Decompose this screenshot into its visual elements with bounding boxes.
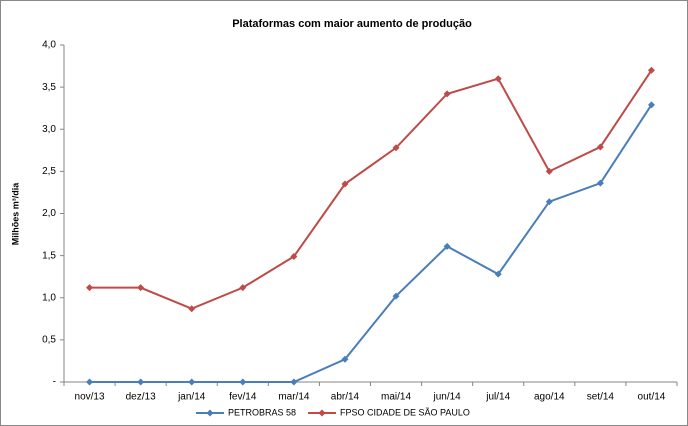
x-tick-label: abr/14 xyxy=(331,392,360,403)
point xyxy=(494,270,502,278)
point xyxy=(239,378,247,386)
x-tick-label: mar/14 xyxy=(278,392,310,403)
x-tick-label: jul/14 xyxy=(485,392,510,403)
x-tick-label: set/14 xyxy=(587,392,615,403)
point xyxy=(86,284,94,292)
y-tick-label: 4,0 xyxy=(42,40,56,51)
x-tick-label: nov/13 xyxy=(75,392,105,403)
series-line xyxy=(89,104,653,383)
point xyxy=(545,167,553,175)
point xyxy=(137,284,145,292)
chart-title: Plataformas com maior aumento de produçã… xyxy=(232,18,472,30)
y-tick-label: 3,5 xyxy=(42,82,56,93)
point xyxy=(188,305,196,313)
y-tick-label: - xyxy=(53,377,56,388)
point xyxy=(596,179,604,187)
x-tick-label: fev/14 xyxy=(229,392,257,403)
point xyxy=(239,284,247,292)
point xyxy=(137,378,145,386)
y-tick-label: 0,5 xyxy=(42,335,56,346)
x-tick-label: dez/13 xyxy=(126,392,156,403)
legend-label: PETROBRAS 58 xyxy=(228,407,296,417)
point xyxy=(290,252,298,260)
x-tick-label: mai/14 xyxy=(381,392,411,403)
series-line xyxy=(89,69,653,310)
point xyxy=(341,355,349,363)
x-tick-label: jan/14 xyxy=(177,392,206,403)
point xyxy=(341,180,349,188)
x-tick-label: ago/14 xyxy=(534,392,565,403)
point xyxy=(545,198,553,206)
point xyxy=(290,378,298,386)
point xyxy=(392,292,400,300)
y-tick-label: 3,0 xyxy=(42,124,56,135)
y-tick-label: 2,0 xyxy=(42,208,56,219)
x-tick-label: out/14 xyxy=(638,392,666,403)
point xyxy=(188,378,196,386)
y-tick-label: 1,0 xyxy=(42,292,56,303)
y-tick-label: 1,5 xyxy=(42,250,56,261)
point xyxy=(443,242,451,250)
point xyxy=(596,143,604,151)
point xyxy=(392,144,400,152)
x-tick-label: jun/14 xyxy=(433,392,462,403)
point xyxy=(443,90,451,98)
legend-label: FPSO CIDADE DE SÃO PAULO xyxy=(340,407,470,417)
y-tick-label: 2,5 xyxy=(42,166,56,177)
legend-marker xyxy=(318,409,326,417)
point xyxy=(647,66,655,74)
point xyxy=(647,101,655,109)
y-axis-label: Milhões m³/dia xyxy=(10,182,20,246)
legend-marker xyxy=(206,409,214,417)
point xyxy=(86,378,94,386)
point xyxy=(494,75,502,83)
